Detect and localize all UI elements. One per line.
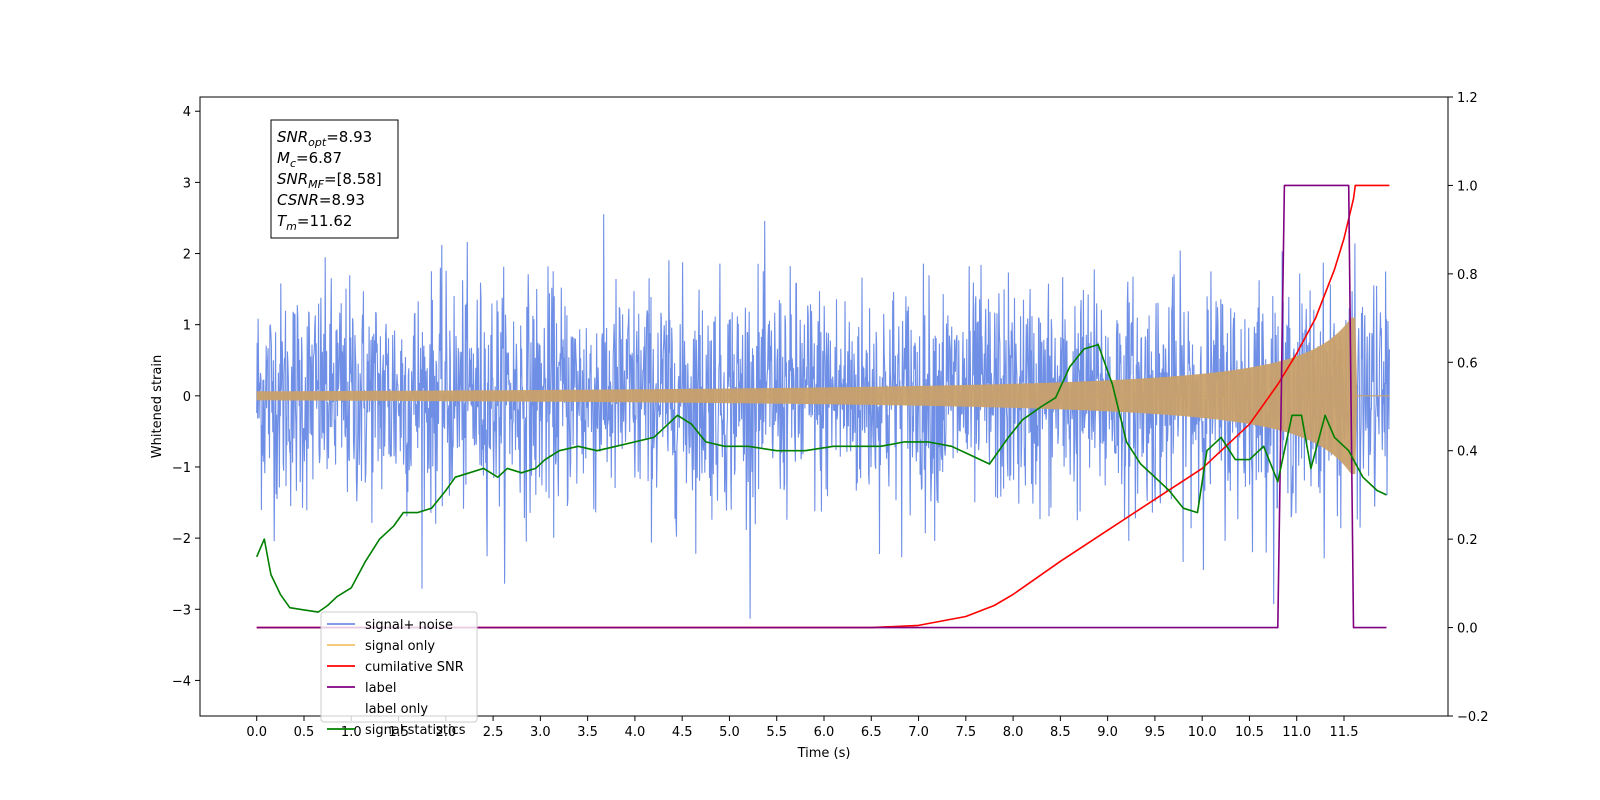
x-tick-label: 5.5 <box>766 725 787 740</box>
stats-box-frame <box>270 119 399 239</box>
stats-value: =8.93 <box>319 191 365 209</box>
y2-tick-label: 0.8 <box>1457 268 1478 283</box>
series-cumilative-snr-line <box>256 184 1390 629</box>
y-tick-label: −3 <box>172 603 191 618</box>
series-signal-statistics-line <box>255 343 1387 613</box>
y-tick-label: 0 <box>183 390 191 405</box>
stats-line: CSNR=8.93 <box>277 191 365 209</box>
legend-entry: cumilative SNR <box>365 660 464 675</box>
x-tick-label: 6.5 <box>861 725 882 740</box>
plot-area <box>255 184 1390 629</box>
stats-line: Mc=6.87 <box>277 149 342 170</box>
x-tick-label: 6.0 <box>814 725 835 740</box>
y-tick-label: 4 <box>183 105 191 120</box>
x-tick-label: 7.5 <box>955 725 976 740</box>
x-tick-label: 9.5 <box>1145 725 1166 740</box>
y-tick-label: −4 <box>172 674 191 689</box>
x-tick-label: 0.0 <box>246 725 267 740</box>
stats-line: SNRMF=[8.58] <box>277 170 382 191</box>
x-tick-label: 11.0 <box>1282 725 1311 740</box>
stats-symbol: M <box>277 149 290 167</box>
stats-symbol: CSNR <box>277 191 319 209</box>
stats-box: SNRopt=8.93Mc=6.87SNRMF=[8.58]CSNR=8.93T… <box>270 119 399 239</box>
y2-tick-label: −0.2 <box>1457 710 1489 725</box>
y2-tick-label: 1.0 <box>1457 179 1478 194</box>
legend-entry: signal statistics <box>365 723 466 738</box>
y2-tick-label: 0.6 <box>1457 356 1478 371</box>
stats-value: =11.62 <box>297 212 353 230</box>
x-tick-label: 8.0 <box>1003 725 1024 740</box>
y2-tick-label: 1.2 <box>1457 91 1478 106</box>
y-tick-label: 2 <box>183 248 191 263</box>
stats-subscript: c <box>290 157 296 170</box>
y-axis-right: 1.2 1.0 0.8 0.6 0.4 0.2 0.0 −0.2 <box>1448 91 1489 725</box>
stats-line: Tm=11.62 <box>277 212 352 233</box>
x-tick-label: 2.5 <box>483 725 504 740</box>
stats-subscript: MF <box>308 178 324 191</box>
series-label-line <box>256 184 1387 629</box>
stats-value: =6.87 <box>296 149 342 167</box>
x-tick-label: 1.5 <box>388 725 409 740</box>
stats-subscript: m <box>286 220 297 233</box>
x-tick-label: 3.0 <box>530 725 551 740</box>
x-axis-label: Time (s) <box>797 746 851 761</box>
y-tick-label: −2 <box>172 532 191 547</box>
legend-entry: label <box>365 681 396 696</box>
y-tick-label: −1 <box>172 461 191 476</box>
legend-entry: label only <box>365 702 428 717</box>
stats-subscript: opt <box>308 136 327 149</box>
stats-symbol: SNR <box>277 170 308 188</box>
x-tick-label: 4.5 <box>672 725 693 740</box>
x-tick-label: 10.5 <box>1235 725 1264 740</box>
legend-entry: signal only <box>365 639 435 654</box>
legend: signal+ noise signal only cumilative SNR la… <box>320 611 478 738</box>
x-tick-label: 8.5 <box>1050 725 1071 740</box>
stats-line: SNRopt=8.93 <box>277 128 372 149</box>
y-tick-label: 3 <box>183 176 191 191</box>
x-tick-label: 3.5 <box>577 725 598 740</box>
x-tick-label: 10.0 <box>1188 725 1217 740</box>
x-tick-label: 9.0 <box>1097 725 1118 740</box>
stats-value: =8.93 <box>326 128 372 146</box>
legend-frame <box>320 611 478 723</box>
legend-entry: signal+ noise <box>365 618 453 633</box>
y2-tick-label: 0.2 <box>1457 533 1478 548</box>
x-tick-label: 5.0 <box>719 725 740 740</box>
x-tick-label: 7.0 <box>908 725 929 740</box>
y2-tick-label: 0.0 <box>1457 622 1478 637</box>
x-tick-label: 0.5 <box>294 725 315 740</box>
x-tick-label: 1.0 <box>341 725 362 740</box>
x-tick-label: 11.5 <box>1330 725 1359 740</box>
stats-value: =[8.58] <box>324 170 382 188</box>
y-axis-left: 4 3 2 1 0 −1 −2 −3 −4 <box>172 105 200 689</box>
x-tick-label: 2.0 <box>435 725 456 740</box>
y-tick-label: 1 <box>183 319 191 334</box>
stats-symbol: SNR <box>277 128 308 146</box>
x-tick-label: 4.0 <box>625 725 646 740</box>
stats-symbol: T <box>277 212 288 230</box>
y-axis-label: Whitened strain <box>150 355 165 458</box>
y2-tick-label: 0.4 <box>1457 445 1478 460</box>
